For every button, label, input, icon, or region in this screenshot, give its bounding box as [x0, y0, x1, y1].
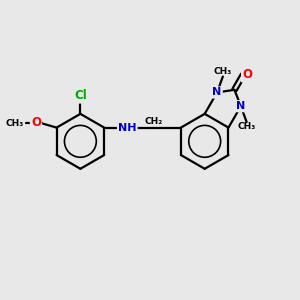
Text: NH: NH: [118, 123, 136, 133]
Text: CH₃: CH₃: [5, 119, 23, 128]
Text: CH₂: CH₂: [145, 117, 163, 126]
Text: N: N: [212, 88, 222, 98]
Text: N: N: [236, 101, 245, 111]
Text: O: O: [242, 68, 252, 81]
Text: CH₃: CH₃: [238, 122, 256, 131]
Text: CH₃: CH₃: [214, 68, 232, 76]
Text: Cl: Cl: [74, 89, 87, 102]
Text: O: O: [31, 116, 41, 129]
